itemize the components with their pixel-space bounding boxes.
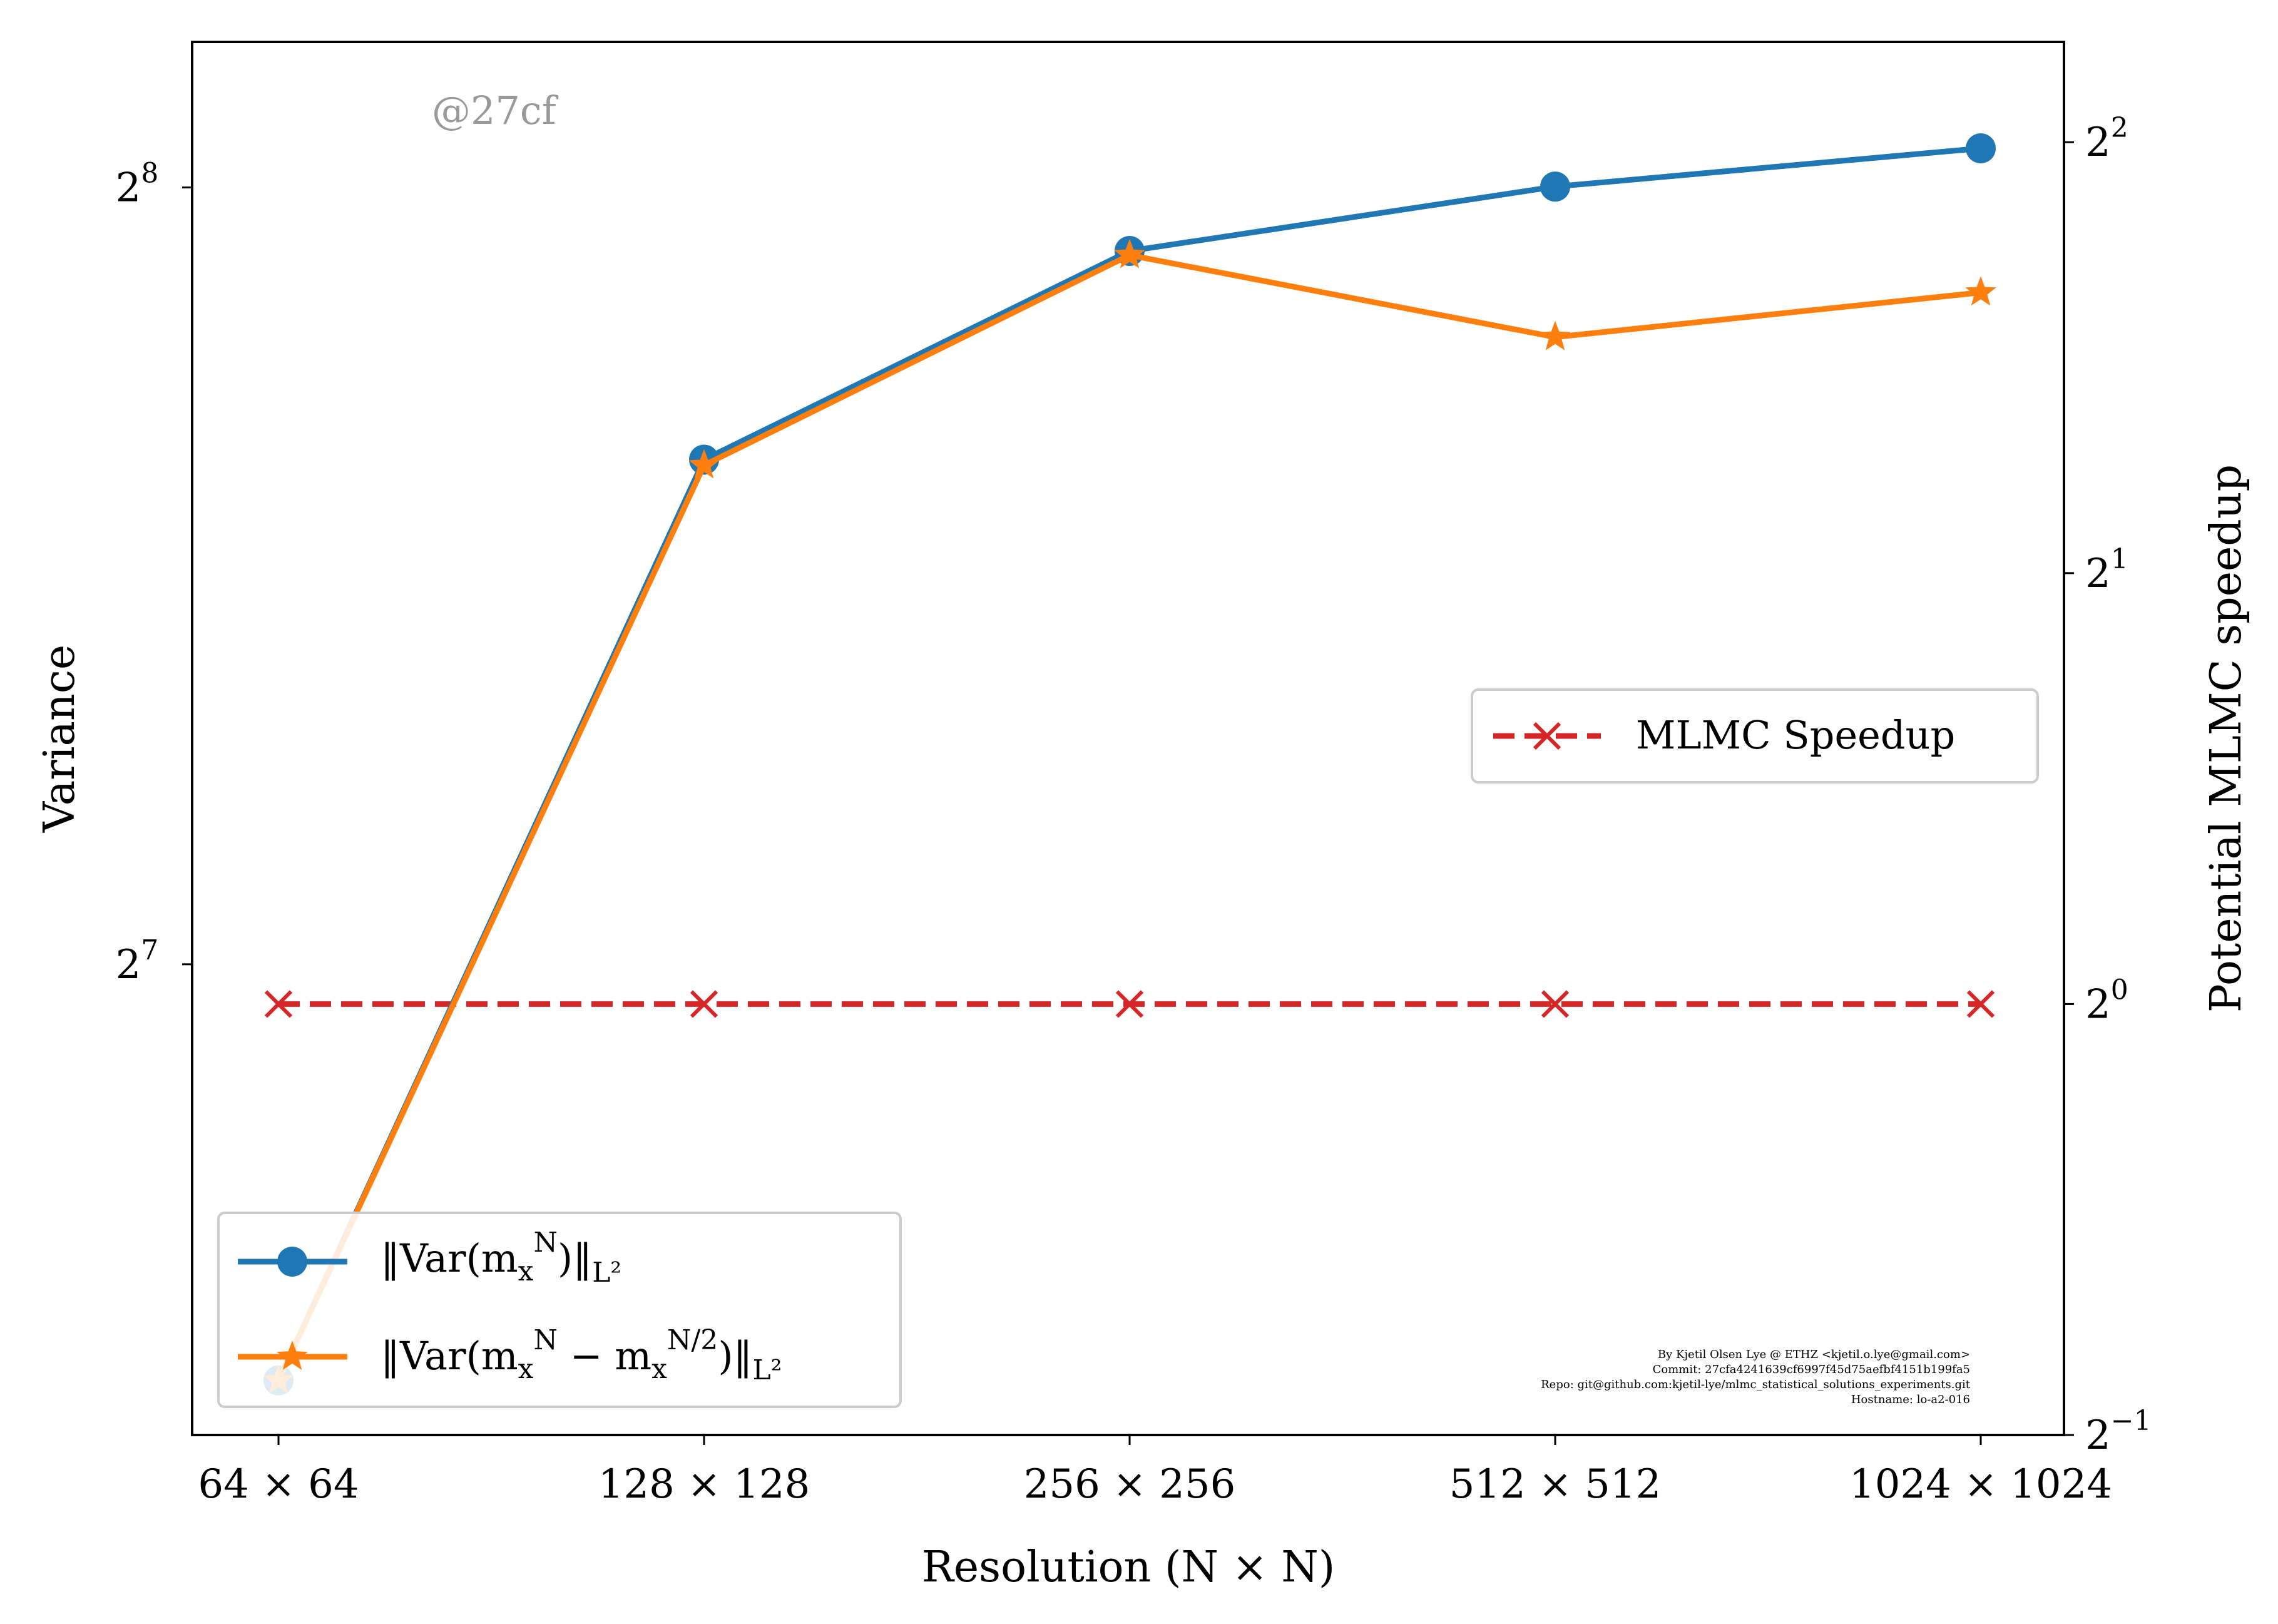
left-tick-label-exponent: 7 — [141, 934, 158, 966]
x-tick-label: 64 × 64 — [198, 1461, 359, 1508]
x-tick-label: 512 × 512 — [1449, 1461, 1662, 1508]
left-tick-label: 27 — [116, 934, 159, 988]
legend-left-sample-difference — [238, 1341, 347, 1370]
series-2-point — [264, 990, 293, 1018]
legend-left-marker-1 — [277, 1341, 308, 1370]
x-tick-label: 128 × 128 — [598, 1461, 810, 1508]
credits-line-2: Commit: 27cfa4241639cf6997f45d75aefbf415… — [1653, 1363, 1970, 1376]
legend-difference-norm: L² — [753, 1354, 782, 1386]
right-tick-label-exponent: 2 — [2111, 112, 2128, 144]
series-2-point — [1966, 990, 1995, 1018]
legend-right-marker-stroke-b — [1533, 722, 1561, 750]
left-tick-label-base: 2 — [116, 165, 141, 212]
right-tick-label-base: 2 — [2085, 551, 2111, 597]
legend-difference-mid: − m — [558, 1333, 651, 1379]
legend-right-sample — [1493, 722, 1601, 750]
legend-right-label: MLMC Speedup — [1636, 712, 1955, 758]
right-tick-label-exponent: −1 — [2111, 1405, 2152, 1437]
legend-variance-main: ‖Var(m — [381, 1235, 518, 1281]
series-2-point-stroke-b — [690, 990, 718, 1018]
legend-variance-sup: N — [534, 1227, 558, 1259]
legend-difference-tail: )‖ — [718, 1333, 752, 1379]
legend-difference-sup2: N/2 — [667, 1324, 718, 1356]
series-1-point — [1965, 276, 1996, 306]
legend-left-sample-variance — [238, 1247, 347, 1277]
legend-right-marker — [1533, 722, 1561, 750]
x-axis-ticks: 64 × 64 128 × 128 256 × 256 512 × 512 1024 ×… — [198, 1435, 2112, 1508]
x-tick-label: 256 × 256 — [1024, 1461, 1236, 1508]
right-tick-label: 21 — [2085, 543, 2128, 597]
series-0-point — [1540, 171, 1570, 202]
series-2-point-stroke-b — [1541, 990, 1570, 1018]
left-tick-label-exponent: 8 — [141, 158, 158, 190]
series-2-point-stroke-b — [264, 990, 293, 1018]
watermark: @27cf — [432, 88, 559, 133]
right-tick-label-exponent: 0 — [2111, 974, 2128, 1006]
legend-variance-norm: L² — [592, 1257, 621, 1289]
legend-difference-sub2: x — [651, 1353, 667, 1385]
series-1-point — [1540, 320, 1571, 350]
right-y-axis-label: Potential MLMC speedup — [2202, 464, 2251, 1013]
credits-block: By Kjetil Olsen Lye @ ETHZ <kjetil.o.lye… — [1541, 1348, 1971, 1406]
legend-right: MLMC Speedup — [1471, 688, 2039, 784]
right-tick-label-base: 2 — [2085, 1412, 2111, 1459]
legend-difference-sup: N — [534, 1324, 558, 1356]
left-y-axis-label: Variance — [35, 645, 84, 833]
right-tick-label: 22 — [2085, 112, 2128, 166]
legend-difference-main: ‖Var(m — [381, 1333, 518, 1379]
series-2-point — [1115, 990, 1144, 1018]
legend-left-label-variance: ‖Var(mxN)‖L² — [381, 1227, 621, 1289]
x-axis-label: Resolution (N × N) — [922, 1543, 1336, 1592]
left-tick-label: 28 — [116, 158, 159, 212]
legend-left-label-difference: ‖Var(mxN − mxN/2)‖L² — [381, 1324, 782, 1386]
series-2-point-stroke-b — [1115, 990, 1144, 1018]
legend-right-box — [1471, 688, 2039, 784]
legend-left-marker-0 — [277, 1247, 307, 1277]
legend-variance-tail: )‖ — [558, 1235, 592, 1281]
right-tick-label-exponent: 1 — [2111, 543, 2128, 575]
legend-left: ‖Var(mxN)‖L² ‖Var(mxN − mxN/2)‖L² — [217, 1212, 902, 1408]
series-2-point-stroke-b — [1966, 990, 1995, 1018]
credits-line-4: Hostname: lo-a2-016 — [1851, 1393, 1970, 1406]
legend-difference-sub: x — [518, 1353, 534, 1385]
series-2-point — [690, 990, 718, 1018]
plot-frame — [191, 41, 2065, 1436]
right-tick-label-base: 2 — [2085, 981, 2111, 1028]
right-tick-label-base: 2 — [2085, 120, 2111, 166]
left-tick-label-base: 2 — [116, 942, 141, 988]
x-tick-label: 1024 × 1024 — [1849, 1461, 2112, 1508]
right-tick-label: 20 — [2085, 974, 2128, 1028]
legend-left-box — [217, 1212, 902, 1408]
credits-line-3: Repo: git@github.com:kjetil-lye/mlmc_sta… — [1541, 1378, 1971, 1391]
series-0-point — [1966, 133, 1996, 164]
credits-line-1: By Kjetil Olsen Lye @ ETHZ <kjetil.o.lye… — [1658, 1348, 1970, 1361]
legend-variance-sub: x — [518, 1255, 534, 1287]
series-layer — [263, 133, 1996, 1396]
series-2-point — [1541, 990, 1570, 1018]
series-1-point — [1114, 238, 1145, 268]
series-1-point — [688, 449, 720, 479]
right-tick-label: 2−1 — [2085, 1405, 2152, 1459]
